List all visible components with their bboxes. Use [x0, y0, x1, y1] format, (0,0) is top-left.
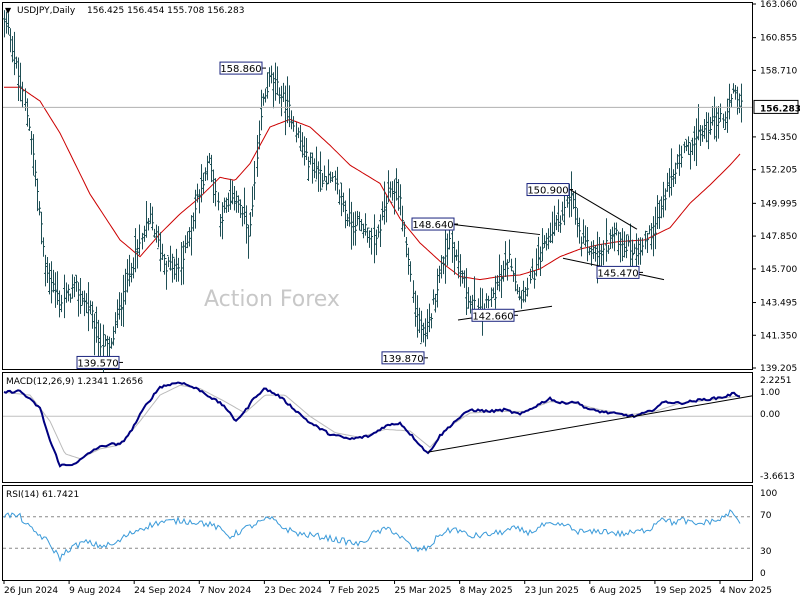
- y-tick-label: 143.495: [760, 299, 797, 309]
- x-tick-label: 23 Jun 2025: [525, 586, 579, 596]
- current-price-tag: [753, 99, 799, 114]
- y-tick-label: 154.350: [760, 133, 797, 143]
- macd-line: [3, 381, 741, 468]
- y-tick-label: 145.700: [760, 265, 797, 275]
- macd-trendline: [427, 395, 753, 453]
- x-tick-label: 23 Dec 2024: [264, 586, 322, 596]
- y-tick-label: 149.995: [760, 199, 797, 209]
- price-bars: [3, 10, 743, 373]
- rsi-line: [3, 509, 741, 563]
- rsi-title: RSI(14) 61.7421: [6, 490, 79, 500]
- y-tick-label: 152.205: [760, 166, 797, 176]
- annotation-label: 158.860: [220, 64, 261, 75]
- chart-header: ▼ USDJPY,Daily 156.425 156.454 155.708 1…: [5, 6, 244, 16]
- price-panel-frame: [2, 2, 753, 370]
- moving-average-line: [4, 86, 741, 281]
- moving-average: [4, 86, 741, 281]
- annotation-box: [381, 351, 425, 365]
- annotation-box: [76, 355, 120, 369]
- macd-y-tick-label: 1.00: [760, 388, 780, 398]
- y-tick-label: 160.855: [760, 34, 797, 44]
- annotation-box: [219, 61, 263, 75]
- x-tick-label: 4 Nov 2025: [720, 586, 772, 596]
- price-annotations: 158.860 139.570 148.640 139.870 142.660 150.9…: [76, 61, 643, 369]
- x-tick-label: 9 Aug 2024: [69, 586, 121, 596]
- annotation-label: 148.640: [412, 220, 453, 231]
- annotation-box: [471, 308, 515, 322]
- y-tick-label: 163.060: [760, 0, 797, 10]
- macd-y-tick-label: 2.2251: [760, 376, 792, 386]
- watermark: Action Forex: [204, 287, 340, 312]
- time-x-axis: 26 Jun 2024 9 Aug 2024 24 Sep 2024 7 Nov 20…: [3, 580, 772, 596]
- rsi-panel-frame: [2, 485, 753, 581]
- annotation-label: 139.870: [382, 354, 423, 365]
- x-tick-label: 7 Nov 2024: [199, 586, 251, 596]
- macd-panel: 2.2251 1.00 0.00 -3.6613 MACD(12,26,9) 1.23…: [2, 372, 795, 483]
- macd-title: MACD(12,26,9) 1.2341 1.2656: [6, 377, 143, 387]
- macd-y-tick-label: 0.00: [760, 410, 780, 420]
- annotation-box: [526, 183, 570, 197]
- y-tick-label: 139.205: [760, 364, 797, 374]
- rsi-y-axis: 100 70 30 0: [760, 489, 777, 579]
- annotation-label: 145.470: [597, 268, 638, 279]
- annotation-label: 139.570: [77, 358, 118, 369]
- rsi-line: [3, 509, 741, 563]
- x-tick-label: 24 Sep 2024: [134, 586, 191, 596]
- macd-panel-frame: [2, 372, 753, 483]
- x-tick-label: 26 Jun 2024: [4, 586, 58, 596]
- macd-line: [3, 381, 741, 468]
- current-price-label: 156.283: [760, 104, 800, 114]
- trendline: [569, 189, 638, 230]
- symbol-label: USDJPY,Daily: [17, 6, 76, 16]
- price-panel: Action Forex 158.860 139.570 148.640 139.87…: [2, 0, 800, 374]
- price-y-axis: 163.060 160.855 158.710 156.283 154.350 152.2…: [752, 0, 800, 374]
- rsi-y-tick-label: 70: [760, 511, 772, 521]
- annotation-label: 142.660: [472, 311, 513, 322]
- y-tick-label: 141.350: [760, 331, 797, 341]
- x-tick-label: 25 Mar 2025: [395, 586, 452, 596]
- x-tick-label: 7 Feb 2025: [329, 586, 379, 596]
- x-tick-label: 19 Sep 2025: [655, 586, 712, 596]
- macd-y-tick-label: -3.6613: [760, 472, 795, 482]
- trendline: [447, 223, 541, 236]
- annotation-box: [411, 217, 455, 231]
- ohlc-values: 156.425 156.454 155.708 156.283: [87, 6, 244, 16]
- annotation-label: 150.900: [527, 186, 568, 197]
- rsi-y-tick-label: 100: [760, 489, 777, 499]
- macd-trendline: [427, 395, 753, 453]
- rsi-y-tick-label: 30: [760, 547, 772, 557]
- rsi-panel: 100 70 30 0 RSI(14) 61.7421: [2, 485, 777, 581]
- dropdown-arrow-icon[interactable]: ▼: [5, 6, 12, 15]
- rsi-levels: [3, 516, 752, 549]
- y-tick-label: 147.850: [760, 232, 797, 242]
- rsi-y-tick-label: 0: [760, 569, 766, 579]
- y-tick-label: 158.710: [760, 66, 797, 76]
- x-tick-label: 8 May 2025: [460, 586, 513, 596]
- macd-y-axis: 2.2251 1.00 0.00 -3.6613: [760, 376, 795, 482]
- annotation-box: [596, 265, 640, 279]
- x-tick-label: 6 Aug 2025: [590, 586, 642, 596]
